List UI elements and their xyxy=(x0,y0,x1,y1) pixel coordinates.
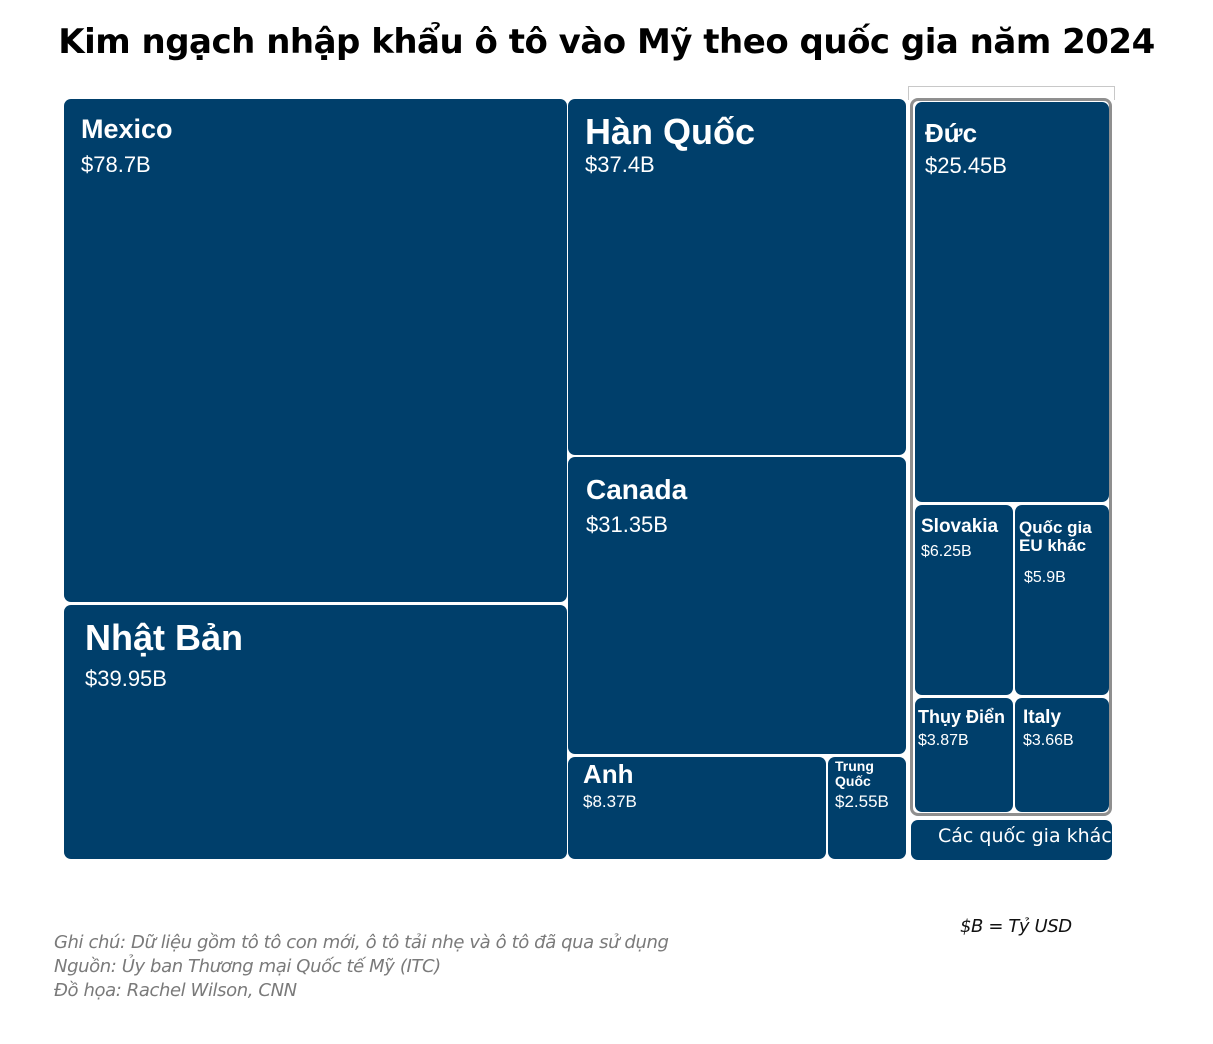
treemap-tile-7: Slovakia $6.25B xyxy=(915,505,1013,695)
tile-label: Canada xyxy=(586,474,688,505)
tile-label: Nhật Bản xyxy=(85,617,244,658)
treemap-tile-6: Đức $25.45B xyxy=(915,102,1109,502)
treemap-tile-10: Italy $3.66B xyxy=(1015,698,1109,812)
treemap-tile-11: Các quốc gia khác xyxy=(911,820,1112,860)
chart-title: Kim ngạch nhập khẩu ô tô vào Mỹ theo quố… xyxy=(58,22,1155,62)
treemap-tile-5: Trung Quốc $2.55B xyxy=(828,757,906,859)
tile-label: Hàn Quốc xyxy=(585,111,756,152)
footnote-note: Ghi chú: Dữ liệu gồm tô tô con mới, ô tô… xyxy=(54,932,669,953)
tile-value-label: $8.37B xyxy=(583,792,637,811)
tile-value-label: $78.7B xyxy=(81,152,151,177)
tile-value-label: $31.35B xyxy=(586,512,668,537)
treemap-tile-1: Nhật Bản $39.95B xyxy=(64,605,567,859)
treemap-tile-8: Quốc gia EU khác $5.9B xyxy=(1015,505,1109,695)
tile-label: Trung Quốc xyxy=(835,758,874,789)
tile-value-label: $6.25B xyxy=(921,543,972,560)
eu-group-outline xyxy=(910,98,1112,816)
unit-note: $B = Tỷ USD xyxy=(960,916,1072,937)
eu-group-bracket xyxy=(908,86,1115,100)
tile-label: Các quốc gia khác xyxy=(938,825,1112,847)
tile-value-label: $5.9B xyxy=(1024,569,1066,586)
treemap-tile-9: Thụy Điển $3.87B xyxy=(915,698,1013,812)
tile-label: Italy xyxy=(1023,707,1062,728)
tile-label: Thụy Điển xyxy=(918,707,1006,727)
treemap-tile-4: Anh $8.37B xyxy=(568,757,826,859)
footnote-source: Nguồn: Ủy ban Thương mại Quốc tế Mỹ (ITC… xyxy=(54,956,441,977)
tile-value-label: $39.95B xyxy=(85,666,167,691)
tile-label: Anh xyxy=(583,759,634,789)
tile-label: Mexico xyxy=(81,114,173,144)
treemap-tile-0: Mexico $78.7B xyxy=(64,99,567,602)
tile-value-label: $2.55B xyxy=(835,792,889,811)
tile-value-label: $3.66B xyxy=(1023,732,1074,749)
tile-label: Đức xyxy=(925,118,978,148)
tile-value-label: $3.87B xyxy=(918,732,969,749)
treemap-tile-3: Canada $31.35B xyxy=(568,457,906,754)
treemap-tile-2: Hàn Quốc $37.4B xyxy=(568,99,906,455)
tile-label: Quốc gia EU khác xyxy=(1019,518,1092,555)
tile-value-label: $25.45B xyxy=(925,153,1007,178)
footnote-credit: Đồ họa: Rachel Wilson, CNN xyxy=(54,980,297,1001)
tile-label: Slovakia xyxy=(921,516,999,537)
tile-value-label: $37.4B xyxy=(585,152,655,177)
